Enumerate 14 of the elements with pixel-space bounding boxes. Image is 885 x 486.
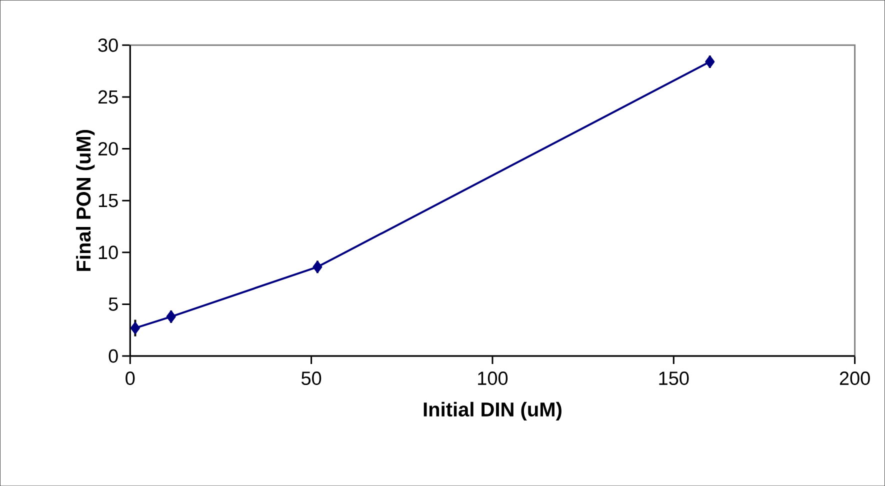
x-tick-label: 0 xyxy=(126,371,135,385)
y-tick-label: 5 xyxy=(108,298,118,311)
x-tick-label: 200 xyxy=(840,371,870,385)
x-tick-label: 50 xyxy=(302,371,322,385)
x-tick-label: 100 xyxy=(478,371,508,385)
y-tick-label: 15 xyxy=(98,194,118,208)
x-axis-title: Initial DIN (uM) xyxy=(424,402,562,420)
y-tick-label: 25 xyxy=(98,90,118,104)
y-tick-label: 20 xyxy=(98,142,118,156)
y-tick-label: 30 xyxy=(98,38,118,52)
y-tick-label: 0 xyxy=(108,349,118,363)
y-axis-title: Final PON (uM) xyxy=(76,130,95,271)
y-tick-label: 10 xyxy=(98,246,118,260)
x-tick-label: 150 xyxy=(659,371,689,385)
